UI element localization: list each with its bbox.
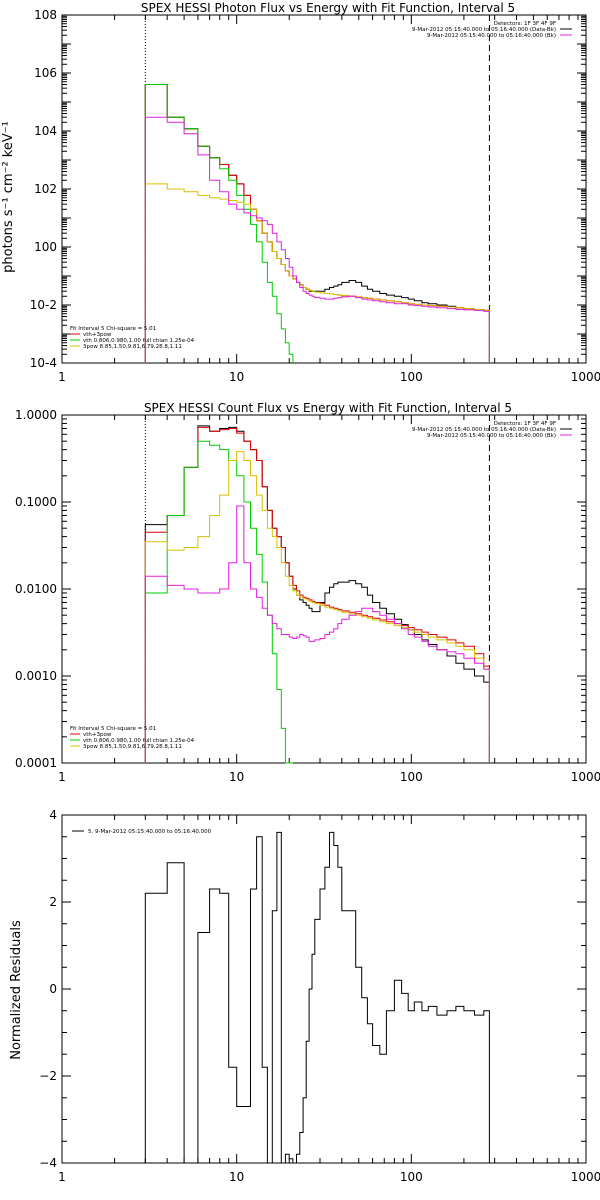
- residuals-panel-plot: 1 10 100 1000 −4 −2 0 2 4 5. 9-Mar-2012 05:15:40.…: [39, 808, 600, 1184]
- x-tick-label: 100: [400, 370, 423, 384]
- count-panel-plot: 1 10 100 1000 0.0001 0.0010 0.0100 0.1000 1.0000…: [15, 408, 600, 784]
- x-tick-label: 100: [400, 770, 423, 784]
- photon-panel-ylabel: photons s⁻¹ cm⁻² keV⁻¹: [1, 121, 16, 273]
- count-flux-panel: SPEX HESSI Count Flux vs Energy with Fit…: [15, 401, 600, 784]
- y-tick-label: 1.0000: [15, 408, 57, 422]
- series-line-vth: [144, 440, 293, 764]
- legend-entry: 3pow 8.85,1.50,9.81,6.79,28.8,1.11: [83, 744, 182, 750]
- x-tick-label: 100: [400, 1170, 423, 1184]
- x-tick-label: 1: [58, 770, 66, 784]
- legend-entry: 5. 9-Mar-2012 05:15:40.000 to 05:16:40.0…: [88, 829, 212, 835]
- legend-entry: Fit Interval 5 Chi-square = 5.01: [70, 326, 156, 332]
- y-tick-label: −4: [39, 1156, 57, 1170]
- residuals-panel: Normalized Residuals 1 10 100 1000 −4 −2 0 2 4 5.…: [9, 808, 600, 1184]
- y-tick-label: 104: [34, 124, 57, 138]
- legend-entry: vth 0.806,0.980,1.00 full chian 1.25e-04: [83, 338, 195, 344]
- photon-panel-plot: 1 10 100 1000 10-4 10-2 100 102 104 106 108 Detecto…: [30, 8, 600, 384]
- x-tick-label: 1: [58, 370, 66, 384]
- legend-entry: Detectors: 1F 3F 4F 9F: [494, 21, 556, 27]
- photon-panel-title: SPEX HESSI Photon Flux vs Energy with Fi…: [141, 1, 515, 15]
- y-tick-label: 0.0100: [15, 582, 57, 596]
- legend-entry: 9-Mar-2012 05:15:40.000 to 05:16:40.000 …: [427, 33, 556, 39]
- legend-entry: vth+3pow: [83, 732, 112, 738]
- legend-entry: 3pow 8.85,1.50,9.81,6.79,28.8,1.11: [83, 344, 182, 350]
- series-line-3pow: [144, 451, 490, 763]
- count-panel-title: SPEX HESSI Count Flux vs Energy with Fit…: [144, 401, 512, 415]
- y-tick-label: 108: [34, 8, 57, 22]
- legend-entry: Detectors: 1F 3F 4F 9F: [494, 421, 556, 427]
- legend-entry: Fit Interval 5 Chi-square = 5.01: [70, 726, 156, 732]
- x-tick-label: 1000: [571, 770, 600, 784]
- axes-frame: [61, 814, 587, 1164]
- axes-frame: [61, 414, 587, 764]
- photon-flux-panel: SPEX HESSI Photon Flux vs Energy with Fi…: [1, 1, 600, 384]
- y-tick-label: 100: [34, 240, 57, 254]
- series-line-vth: [144, 84, 294, 363]
- y-tick-label: 10-2: [30, 298, 57, 312]
- y-tick-label: 102: [34, 182, 57, 196]
- series-line-3pow: [144, 183, 490, 363]
- legend-entry: 9-Mar-2012 05:15:40.000 to 05:16:40.000 …: [412, 427, 556, 433]
- y-tick-label: 2: [49, 895, 57, 909]
- residuals-panel-ylabel: Normalized Residuals: [9, 920, 24, 1060]
- series-line-data-bk: [144, 425, 490, 763]
- y-tick-label: 0.0001: [15, 756, 57, 770]
- x-tick-label: 1: [58, 1170, 66, 1184]
- y-tick-label: 106: [34, 66, 57, 80]
- legend-entry: vth+3pow: [83, 332, 112, 338]
- y-tick-label: 0.1000: [15, 495, 57, 509]
- series-line-residuals: [144, 831, 490, 1164]
- legend-entry: 9-Mar-2012 05:15:40.000 to 05:16:40.000 …: [412, 27, 556, 33]
- legend-entry: vth 0.806,0.980,1.00 full chian 1.25e-04: [83, 738, 195, 744]
- series-line-bk: [144, 505, 490, 763]
- series-line-vth-3pow: [144, 84, 490, 363]
- series-line-data-bk: [144, 84, 490, 363]
- x-tick-label: 1000: [571, 1170, 600, 1184]
- y-tick-label: 4: [49, 808, 57, 822]
- y-tick-label: −2: [39, 1069, 57, 1083]
- x-tick-label: 10: [229, 1170, 244, 1184]
- series-line-vth-3pow: [144, 426, 490, 763]
- x-tick-label: 1000: [571, 370, 600, 384]
- y-tick-label: 0: [49, 982, 57, 996]
- x-tick-label: 10: [229, 370, 244, 384]
- y-tick-label: 10-4: [30, 356, 57, 370]
- series-line-bk: [144, 116, 490, 363]
- axes-frame: [61, 14, 587, 364]
- legend-entry: 9-Mar-2012 05:15:40.000 to 05:16:40.000 …: [427, 433, 556, 439]
- y-tick-label: 0.0010: [15, 669, 57, 683]
- x-tick-label: 10: [229, 770, 244, 784]
